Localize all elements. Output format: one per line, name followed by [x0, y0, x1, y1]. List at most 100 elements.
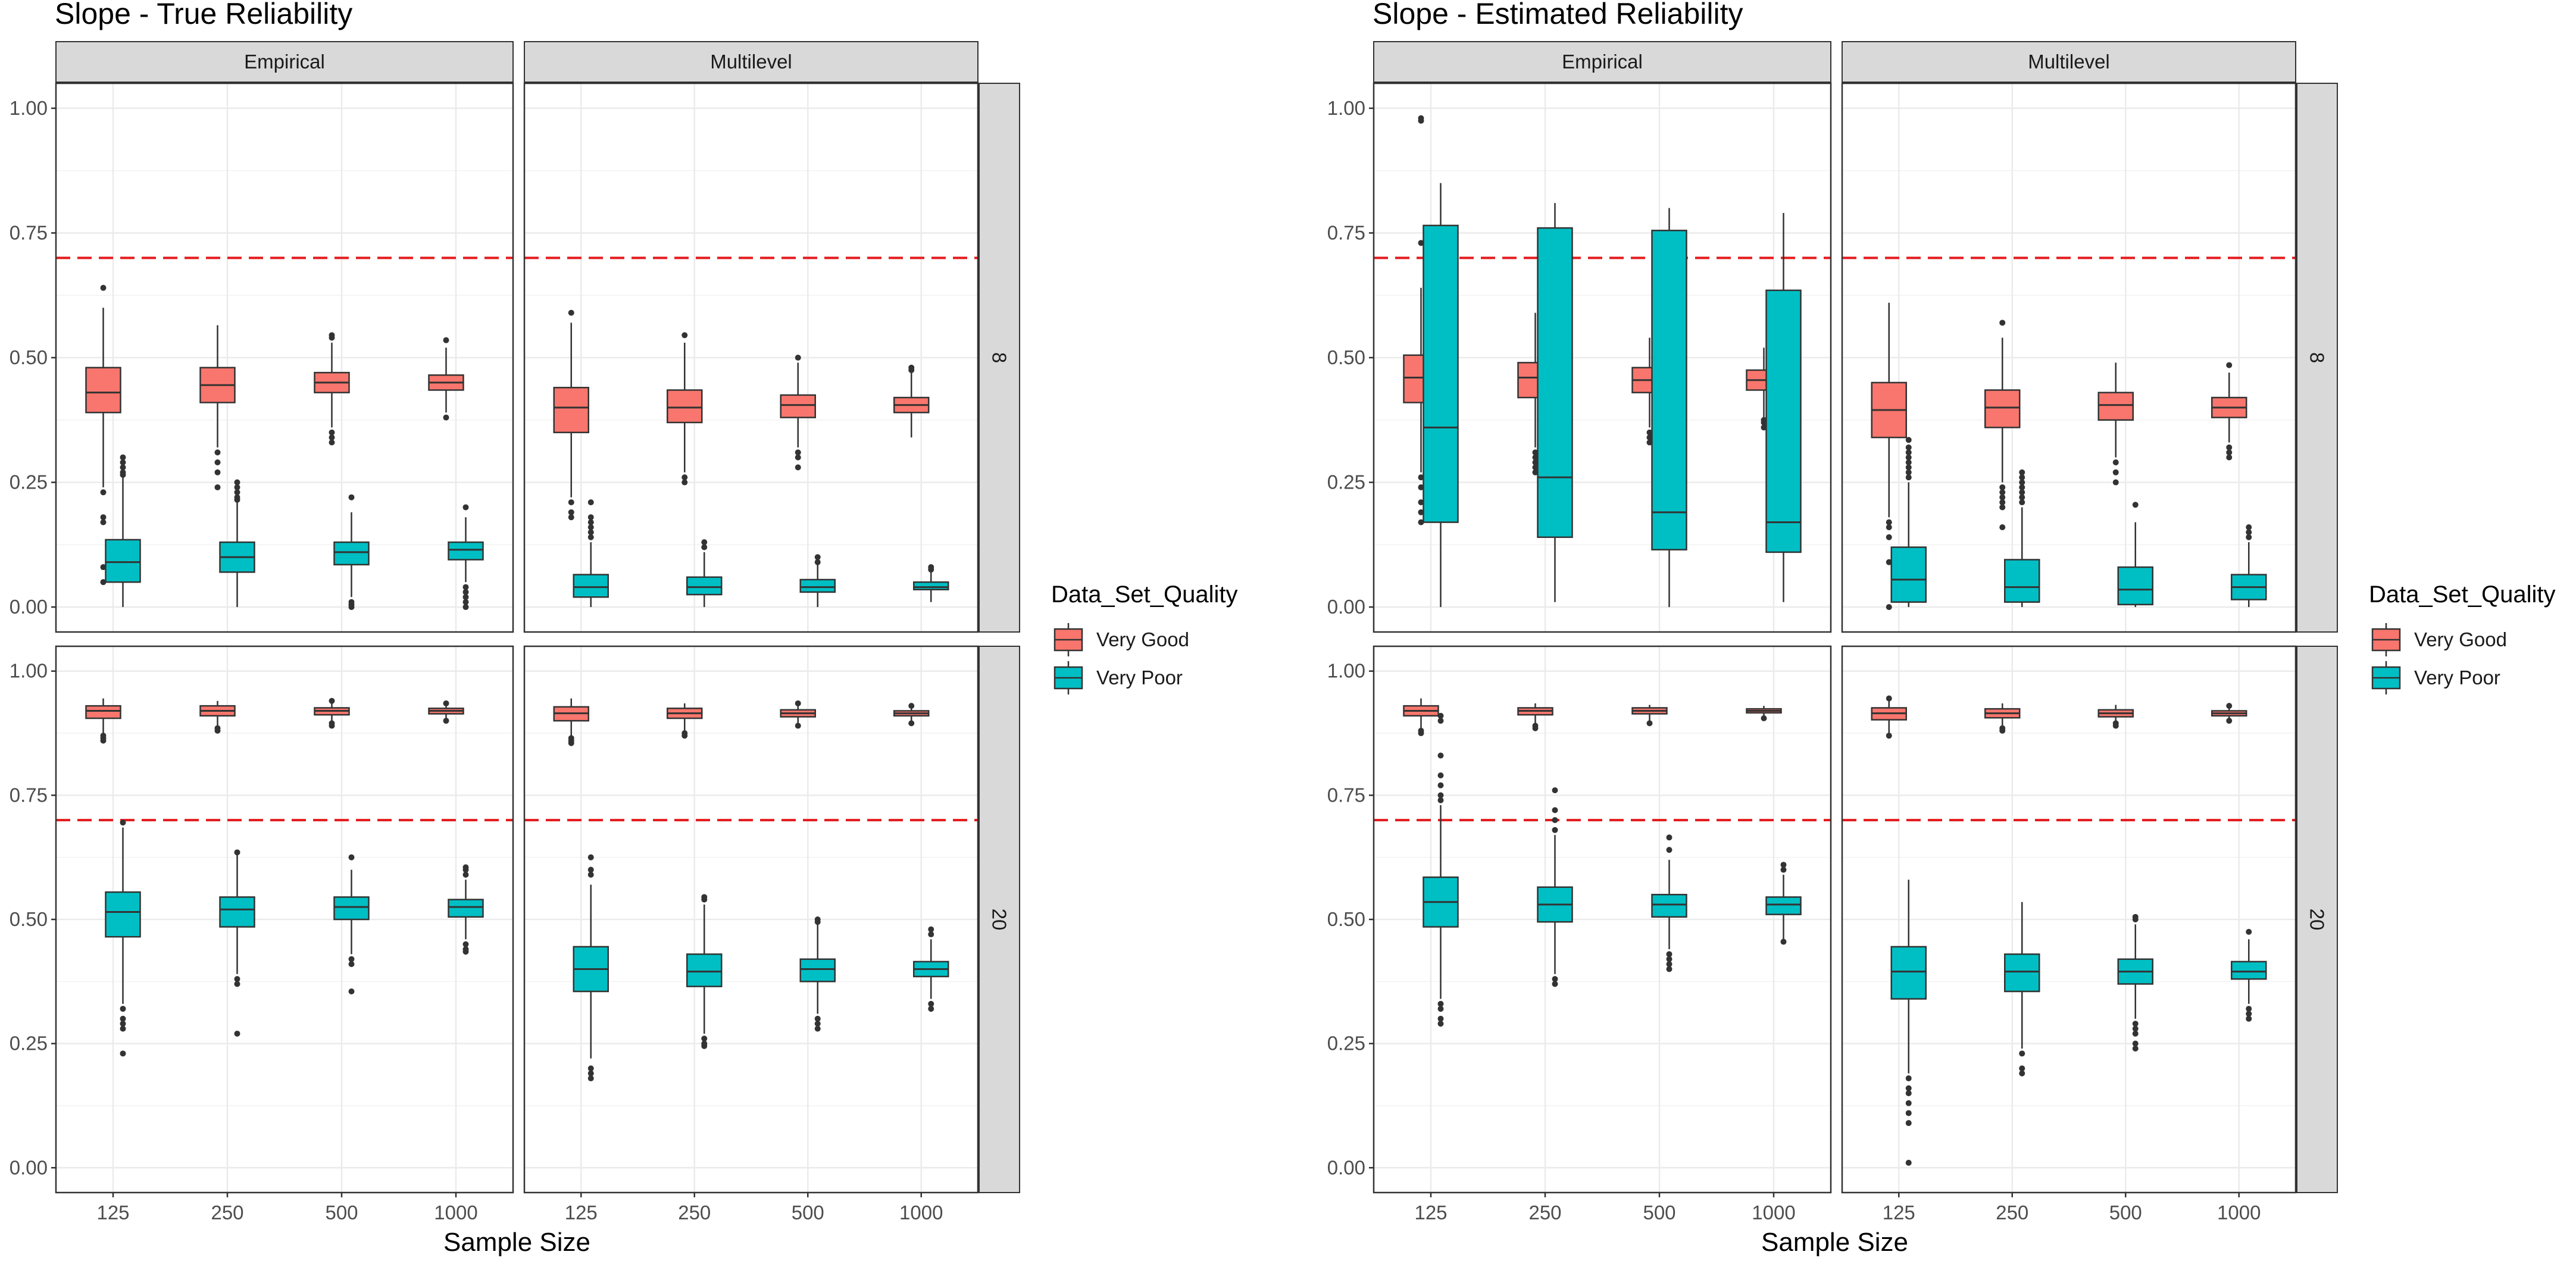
outlier-point — [462, 871, 469, 878]
panel-empirical-20: 0.00 0.25 0.50 0.75 1.00 125 250 500 1000 — [1327, 645, 1832, 1224]
y-tick-label: 0.50 — [1327, 346, 1365, 368]
box-very-poor-125 — [1890, 880, 1927, 1166]
outlier-point — [1905, 454, 1912, 461]
x-tick-label: 500 — [325, 1201, 358, 1224]
box-body — [780, 394, 816, 418]
outlier-point — [681, 474, 688, 481]
outlier-point — [348, 988, 355, 995]
panel-empirical-20: 0.00 0.25 0.50 0.75 1.00 125 250 500 1000 — [10, 645, 514, 1224]
box-very-poor-1000 — [913, 926, 949, 1012]
outlier-point — [2226, 449, 2233, 456]
outlier-point — [1437, 752, 1444, 759]
outlier-point — [587, 529, 594, 536]
outlier-point — [2246, 1010, 2252, 1017]
outlier-point — [587, 871, 594, 878]
outlier-point — [443, 414, 449, 421]
box-very-poor-250 — [219, 849, 255, 1037]
y-tick-label: 0.75 — [1327, 784, 1365, 806]
box-very-good-125 — [1871, 695, 1907, 739]
outlier-point — [2112, 722, 2119, 729]
outlier-point — [568, 740, 574, 746]
outlier-point — [928, 1006, 934, 1012]
outlier-point — [100, 519, 107, 525]
outlier-point — [681, 733, 688, 739]
row-strip-label: 8 — [2306, 352, 2328, 363]
outlier-point — [928, 1000, 934, 1007]
outlier-point — [1905, 437, 1912, 443]
outlier-point — [2019, 469, 2025, 475]
y-tick-label: 0.00 — [1327, 1156, 1365, 1178]
box-very-good-125 — [85, 284, 121, 586]
row-strip-8 — [978, 83, 1020, 633]
outlier-point — [1761, 715, 1767, 722]
box-very-poor-1000 — [1765, 862, 1802, 945]
outlier-point — [1418, 240, 1424, 246]
outlier-point — [1552, 787, 1558, 794]
box-body — [2117, 566, 2153, 606]
box-body — [799, 958, 836, 982]
box-very-poor-500 — [799, 554, 836, 608]
row-strip-label: 8 — [989, 352, 1011, 363]
outlier-point — [587, 854, 594, 861]
panel-border — [1841, 82, 2297, 633]
panel-border — [523, 82, 979, 633]
y-tick-label: 0.75 — [10, 221, 48, 243]
box-very-poor-1000 — [448, 504, 484, 611]
box-very-good-250 — [1517, 703, 1553, 731]
box-very-poor-500 — [1651, 834, 1687, 972]
box-very-poor-250 — [219, 479, 255, 608]
box-very-poor-1000 — [448, 864, 484, 955]
outlier-point — [1437, 782, 1444, 788]
outlier-point — [348, 854, 355, 861]
outlier-point — [1999, 494, 2006, 500]
outlier-point — [234, 494, 240, 500]
box-very-good-250 — [1984, 320, 2021, 530]
outlier-point — [2132, 1025, 2139, 1032]
box-body — [686, 576, 723, 596]
box-very-poor-500 — [799, 916, 836, 1032]
box-body — [219, 896, 255, 928]
outlier-point — [795, 355, 801, 361]
outlier-point — [568, 309, 574, 316]
box-very-good-125 — [85, 698, 121, 744]
outlier-point — [1780, 938, 1787, 945]
outlier-point — [1418, 509, 1424, 515]
outlier-point — [329, 429, 335, 436]
outlier-point — [928, 926, 934, 933]
outlier-point — [2226, 718, 2233, 724]
box-body — [1537, 227, 1573, 538]
x-tick-label: 250 — [211, 1201, 243, 1224]
y-tick-label: 0.25 — [1327, 1032, 1365, 1055]
panel-border — [1841, 645, 2297, 1194]
outlier-point — [2226, 703, 2233, 709]
outlier-point — [1999, 504, 2006, 511]
box-body — [85, 705, 121, 719]
row-strip-8 — [2296, 83, 2338, 633]
box-very-poor-1000 — [2231, 524, 2267, 608]
facet-strip-label: Empirical — [1562, 51, 1643, 73]
box-very-poor-500 — [2117, 913, 2153, 1052]
outlier-point — [701, 544, 708, 550]
facet-strip-multilevel — [524, 41, 978, 83]
outlier-point — [1552, 827, 1558, 833]
legend-label: Very Good — [1096, 628, 1189, 650]
outlier-point — [214, 484, 221, 490]
outlier-point — [348, 956, 355, 962]
panel-multilevel-8 — [523, 82, 979, 633]
box-very-poor-250 — [2004, 902, 2040, 1077]
outlier-point — [100, 514, 107, 521]
outlier-point — [443, 700, 449, 706]
outlier-point — [1418, 499, 1424, 506]
box-body — [448, 899, 484, 918]
x-tick-label: 125 — [1414, 1201, 1447, 1224]
outlier-point — [814, 1025, 821, 1032]
outlier-point — [1646, 720, 1653, 727]
outlier-point — [1905, 1085, 1912, 1091]
outlier-point — [587, 1075, 594, 1082]
box-very-good-1000 — [2211, 362, 2247, 461]
outlier-point — [329, 434, 335, 441]
outlier-point — [2132, 1021, 2139, 1027]
facet-strip-label: Empirical — [244, 51, 325, 73]
outlier-point — [2246, 928, 2252, 935]
outlier-point — [587, 1070, 594, 1077]
